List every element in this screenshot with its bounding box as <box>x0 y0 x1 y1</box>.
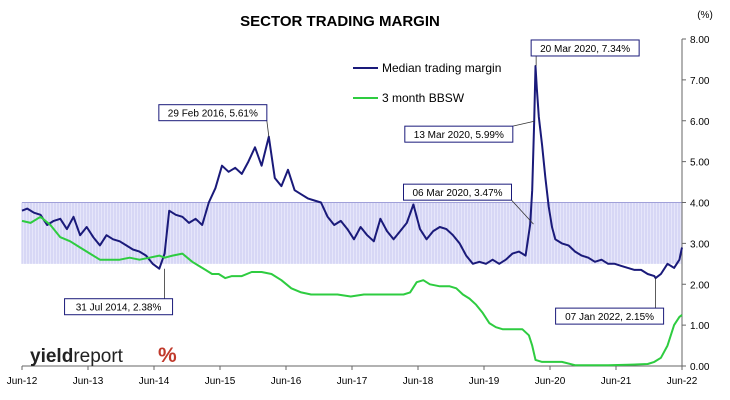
y-tick-label: 0.00 <box>690 362 710 373</box>
axis-layer: 0.00 1.00 2.00 3.00 4.00 5.00 6.00 7.00 8.00 Jun-… <box>7 35 710 387</box>
logo-word-report: report <box>73 346 123 367</box>
y-tick-label: 3.00 <box>690 239 710 250</box>
bbsw-3-month-line <box>21 215 683 367</box>
annotation-box <box>403 183 512 201</box>
annotation-box <box>64 298 174 316</box>
logo-word-yield: yield <box>30 346 73 367</box>
y-tick-label: 4.00 <box>690 199 710 210</box>
margin-band <box>21 202 683 264</box>
series-layer <box>21 65 683 367</box>
annotation-label: 29 Feb 2016, 5.61% <box>168 109 258 120</box>
x-tick-label: Jun-15 <box>205 376 236 387</box>
y-tick-label: 1.00 <box>690 321 710 332</box>
chart-title: SECTOR TRADING MARGIN <box>240 13 440 30</box>
legend-label-bbsw: 3 month BBSW <box>382 91 465 105</box>
y-tick-label: 7.00 <box>690 76 710 87</box>
annotation-box <box>530 39 640 57</box>
yieldreport-logo: yieldreport % <box>30 344 177 367</box>
x-tick-label: Jun-19 <box>469 376 500 387</box>
legend: Median trading margin 3 month BBSW <box>353 61 501 105</box>
y-tick-label: 2.00 <box>690 280 710 291</box>
y-axis-unit-label: (%) <box>697 10 713 21</box>
median-trading-margin-line <box>21 65 683 280</box>
legend-label-median: Median trading margin <box>382 61 501 75</box>
annotations-layer: 29 Feb 2016, 5.61% 31 Jul 2014, 2.38% 20 M… <box>64 39 665 325</box>
annotation-box <box>158 104 268 122</box>
logo-percent-symbol: % <box>158 344 177 367</box>
annotation-label: 20 Mar 2020, 7.34% <box>540 44 630 55</box>
y-tick-label: 6.00 <box>690 117 710 128</box>
y-tick-label: 5.00 <box>690 158 710 169</box>
annotation-leader <box>511 199 534 225</box>
x-tick-label: Jun-18 <box>403 376 434 387</box>
y-tick-label: 8.00 <box>690 35 710 46</box>
annotation-box <box>555 307 665 325</box>
x-tick-label: Jun-16 <box>271 376 302 387</box>
x-tick-label: Jun-22 <box>667 376 698 387</box>
annotation-box <box>404 125 514 143</box>
annotation-leader <box>266 120 270 137</box>
x-tick-label: Jun-20 <box>535 376 566 387</box>
x-tick-label: Jun-21 <box>601 376 632 387</box>
svg-text:yieldreport: yieldreport <box>30 346 124 367</box>
annotation-label: 31 Jul 2014, 2.38% <box>76 303 162 314</box>
x-tick-label: Jun-13 <box>73 376 104 387</box>
annotation-leader <box>512 120 535 127</box>
annotation-label: 07 Jan 2022, 2.15% <box>565 312 654 323</box>
x-tick-label: Jun-12 <box>7 376 38 387</box>
x-tick-label: Jun-14 <box>139 376 170 387</box>
annotation-label: 06 Mar 2020, 3.47% <box>412 188 502 199</box>
x-tick-label: Jun-17 <box>337 376 368 387</box>
annotation-label: 13 Mar 2020, 5.99% <box>414 130 504 141</box>
